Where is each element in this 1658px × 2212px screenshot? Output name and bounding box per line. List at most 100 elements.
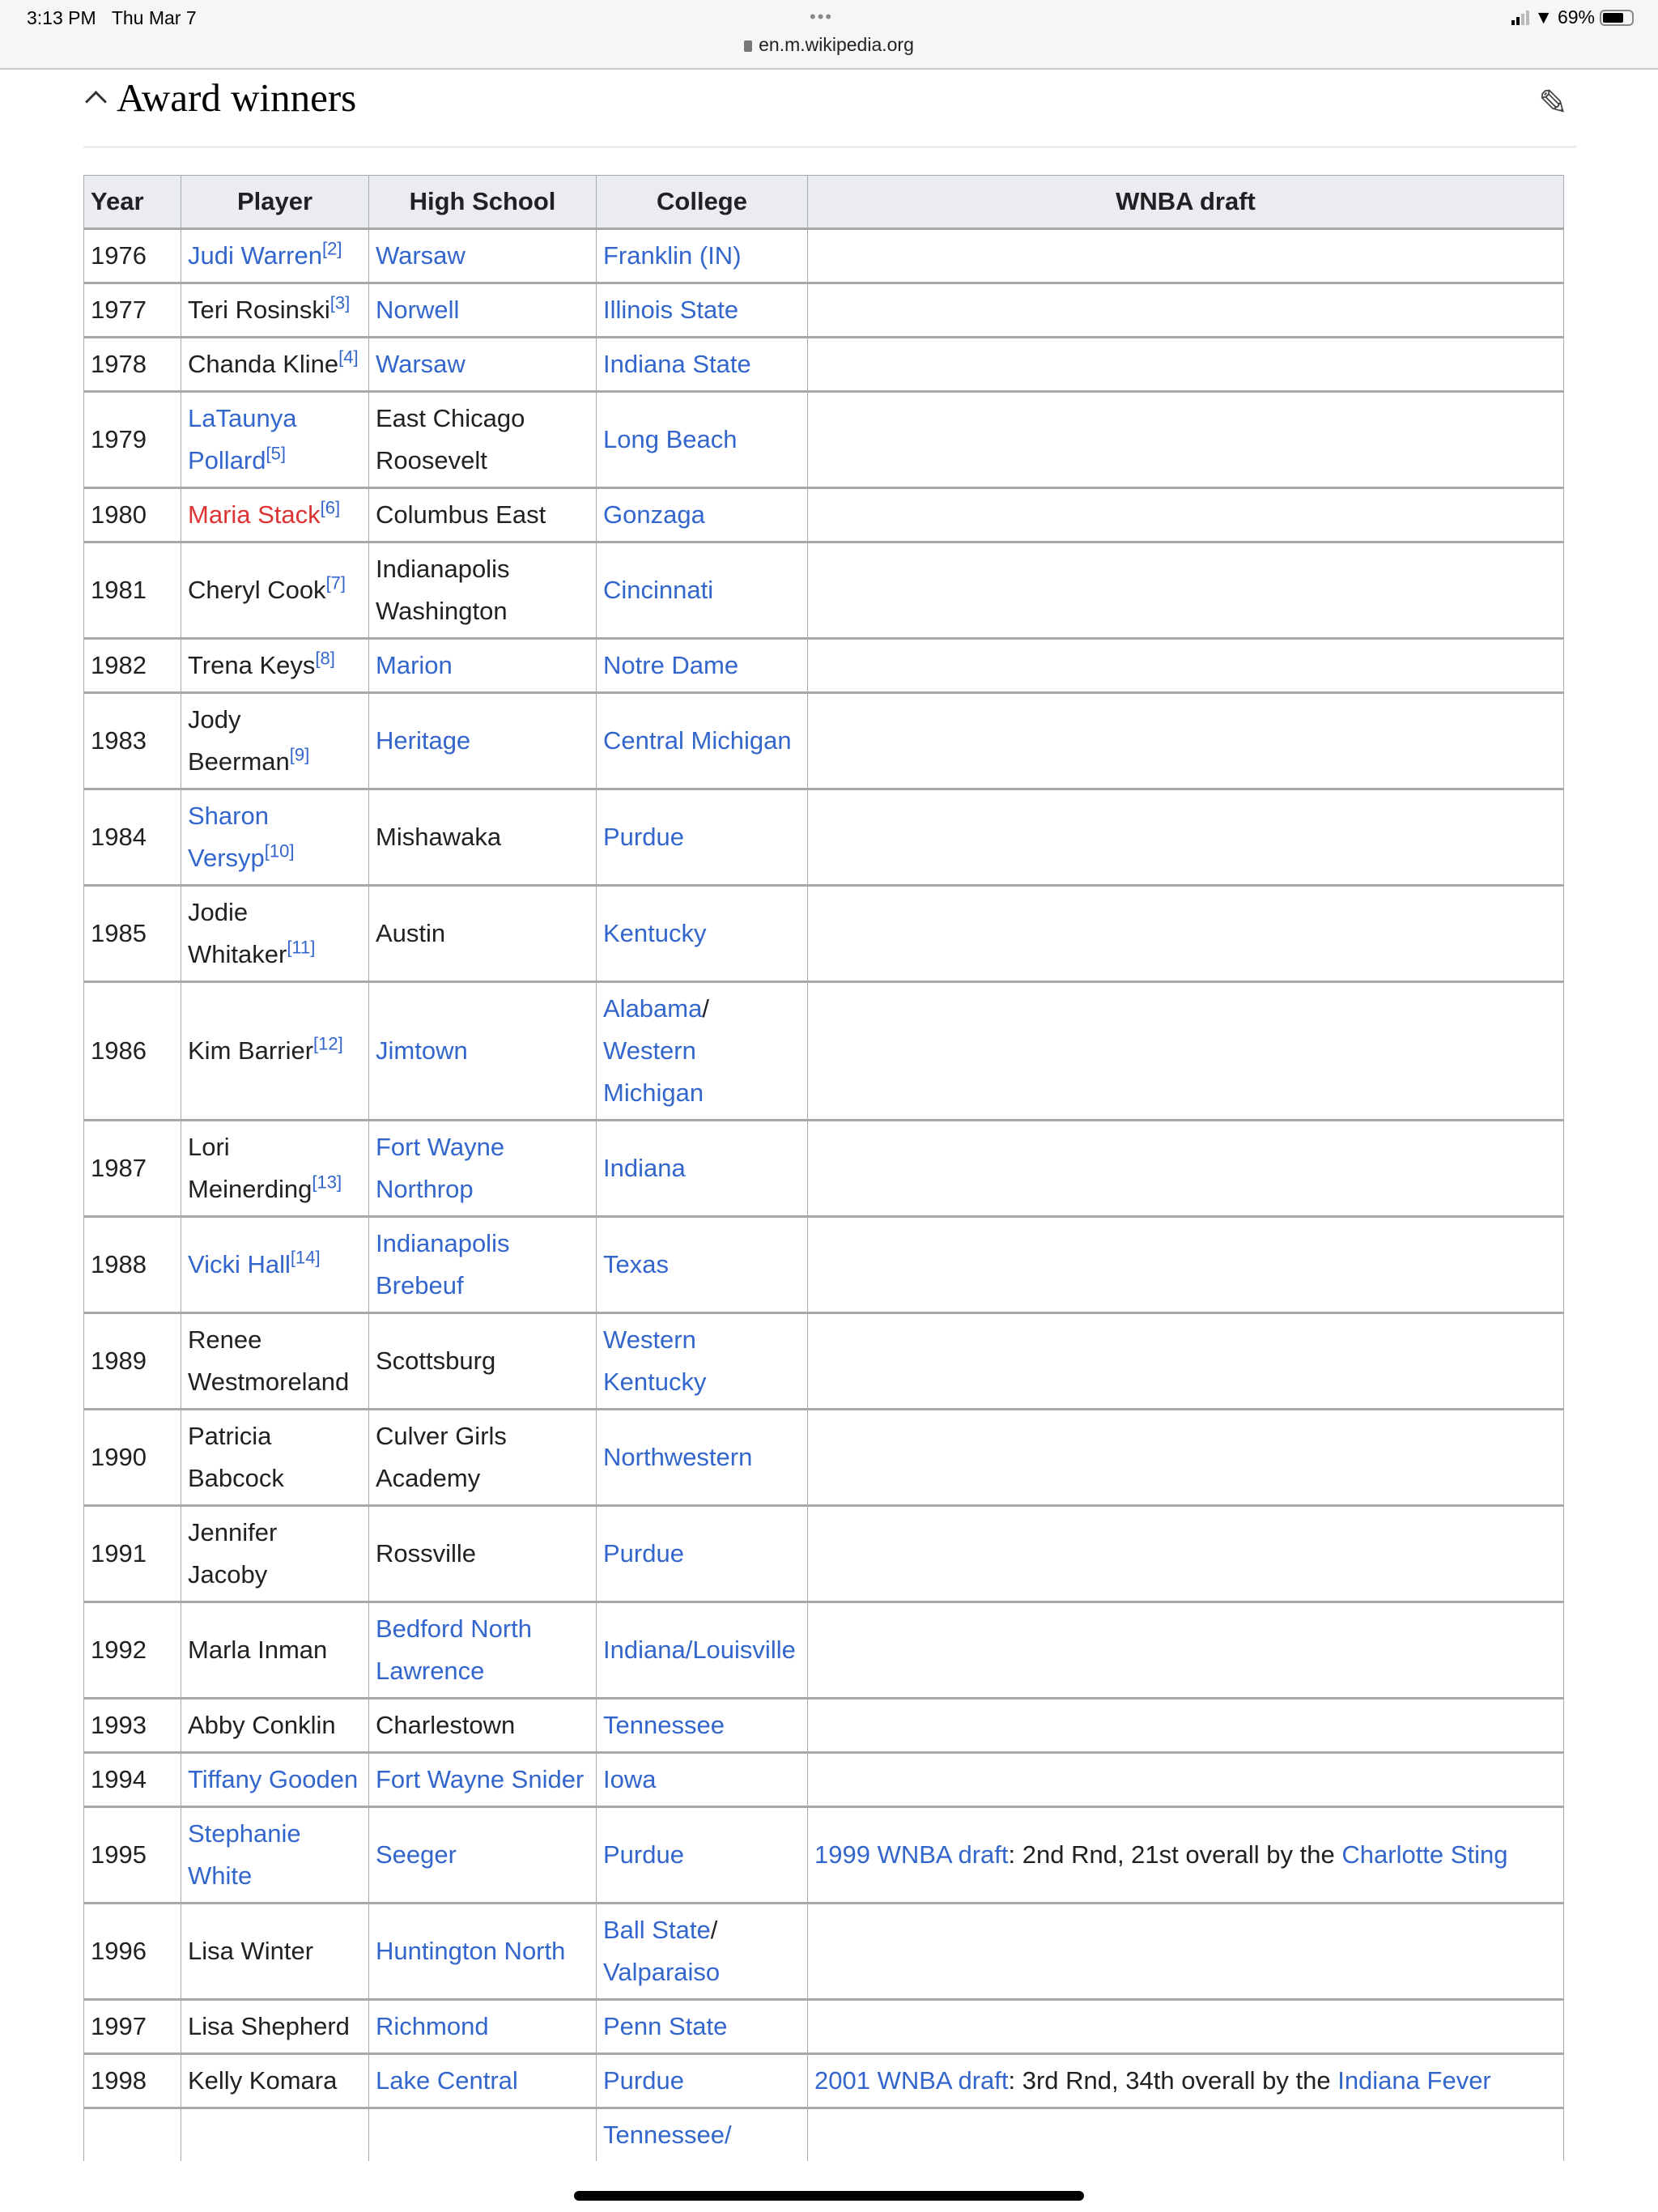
college-cell: Purdue <box>596 2052 808 2108</box>
wnba-draft-cell: 1999 WNBA draft: 2nd Rnd, 21st overall b… <box>807 1806 1564 1904</box>
wiki-link[interactable]: LaTaunya Pollard <box>188 404 297 474</box>
cell-text: Charlestown <box>376 1711 516 1739</box>
wiki-link[interactable]: Sharon Versyp <box>188 802 269 872</box>
chevron-up-icon[interactable] <box>85 91 107 113</box>
college-cell: Texas <box>596 1215 808 1313</box>
high-school-cell: Bedford North Lawrence <box>368 1601 597 1699</box>
more-dots-icon[interactable]: ••• <box>810 6 834 27</box>
wiki-link[interactable]: Seeger <box>376 1840 457 1869</box>
wiki-link[interactable]: 1999 WNBA draft <box>814 1840 1009 1869</box>
reference-link[interactable]: [13] <box>312 1172 342 1193</box>
wiki-link[interactable]: Alabama <box>603 994 703 1023</box>
wiki-link[interactable]: Warsaw <box>376 350 466 378</box>
wiki-link[interactable]: Cincinnati <box>603 576 714 604</box>
wiki-link[interactable]: Notre Dame <box>603 651 739 679</box>
wiki-link[interactable]: Purdue <box>603 823 684 851</box>
wiki-link[interactable]: Iowa <box>603 1765 657 1793</box>
wiki-link[interactable]: Indiana State <box>603 350 751 378</box>
wiki-link[interactable]: Tiffany Gooden <box>188 1765 359 1793</box>
wiki-link[interactable]: Western Michigan <box>603 1036 704 1107</box>
table-row: 1978 Chanda Kline[4] Warsaw Indiana State <box>83 336 1564 392</box>
wiki-link[interactable]: Fort Wayne Snider <box>376 1765 585 1793</box>
wiki-link[interactable]: Indiana Fever <box>1337 2066 1491 2095</box>
wiki-link[interactable]: Texas <box>603 1250 669 1278</box>
wiki-link[interactable]: Kentucky <box>603 919 707 947</box>
cell-text: Kim Barrier <box>188 1036 314 1065</box>
wiki-link[interactable]: Illinois State <box>603 296 739 324</box>
reference-link[interactable]: [12] <box>313 1033 343 1054</box>
wiki-link[interactable]: Indiana <box>603 1154 686 1182</box>
wiki-link[interactable]: Bedford North Lawrence <box>376 1614 532 1685</box>
wnba-draft-cell <box>807 228 1564 283</box>
wiki-link[interactable]: Central Michigan <box>603 726 792 755</box>
high-school-cell: Fort Wayne Snider <box>368 1751 597 1807</box>
high-school-cell: Lake Central <box>368 2052 597 2108</box>
pencil-icon[interactable]: ✎ <box>1538 83 1568 123</box>
section-heading[interactable]: Award winners <box>83 74 356 121</box>
wiki-link[interactable]: Western Kentucky <box>603 1325 707 1396</box>
wiki-link[interactable]: Heritage <box>376 726 471 755</box>
header-wnba-draft[interactable]: WNBA draft <box>807 175 1564 229</box>
reference-link[interactable]: [7] <box>325 572 346 593</box>
header-player[interactable]: Player <box>181 175 369 229</box>
table-row: 1984 Sharon Versyp[10] Mishawaka Purdue <box>83 788 1564 886</box>
header-college[interactable]: College <box>596 175 808 229</box>
wiki-link[interactable]: Valparaiso <box>603 1958 721 1986</box>
high-school-cell: Marion <box>368 637 597 693</box>
wiki-link[interactable]: Judi Warren <box>188 241 322 270</box>
reference-link[interactable]: [4] <box>338 347 359 368</box>
wnba-draft-cell <box>807 1119 1564 1217</box>
reference-link[interactable]: [2] <box>321 238 342 259</box>
reference-link[interactable]: [3] <box>329 292 351 313</box>
reference-link[interactable]: [9] <box>289 744 310 765</box>
wiki-link[interactable]: Long Beach <box>603 425 738 453</box>
wiki-link[interactable]: Norwell <box>376 296 460 324</box>
cell-text: Austin <box>376 919 446 947</box>
player-cell: Patricia Babcock <box>181 1408 369 1506</box>
wiki-link[interactable]: 2001 WNBA draft <box>814 2066 1009 2095</box>
wiki-link[interactable]: Indianapolis Brebeuf <box>376 1229 510 1300</box>
player-cell: Tiffany Gooden <box>181 1751 369 1807</box>
header-year[interactable]: Year <box>83 175 181 229</box>
reference-link[interactable]: [5] <box>266 443 286 464</box>
year-cell: 1992 <box>83 1601 181 1699</box>
reference-link[interactable]: [11] <box>287 937 316 958</box>
wiki-link[interactable]: Indiana/Louisville <box>603 1636 796 1664</box>
address-bar[interactable]: en.m.wikipedia.org <box>0 34 1658 56</box>
reference-link[interactable]: [10] <box>264 840 295 861</box>
wiki-link[interactable]: Northwestern <box>603 1443 753 1471</box>
wiki-link[interactable]: Huntington North <box>376 1937 566 1965</box>
wiki-link[interactable]: Gonzaga <box>603 500 705 529</box>
wiki-link[interactable]: Warsaw <box>376 241 466 270</box>
wiki-link[interactable]: Lake Central <box>376 2066 518 2095</box>
high-school-cell: Huntington North <box>368 1902 597 2000</box>
wiki-link[interactable]: Fort Wayne Northrop <box>376 1133 505 1203</box>
section-divider <box>83 146 1576 148</box>
year-cell: 1994 <box>83 1751 181 1807</box>
home-indicator[interactable] <box>574 2191 1084 2201</box>
header-high-school[interactable]: High School <box>368 175 597 229</box>
reference-link[interactable]: [6] <box>320 497 341 518</box>
player-cell: Cheryl Cook[7] <box>181 541 369 639</box>
wiki-link[interactable]: Richmond <box>376 2012 489 2040</box>
wiki-link[interactable]: Marion <box>376 651 453 679</box>
wiki-link[interactable]: Tennessee/ <box>603 2121 732 2149</box>
table-row: 1981 Cheryl Cook[7] Indianapolis Washingto… <box>83 541 1564 639</box>
wiki-link[interactable]: Penn State <box>603 2012 728 2040</box>
wiki-link[interactable]: Purdue <box>603 1539 684 1568</box>
wiki-link[interactable]: Purdue <box>603 2066 684 2095</box>
wiki-link[interactable]: Ball State <box>603 1916 711 1944</box>
wiki-link[interactable]: Stephanie White <box>188 1819 301 1890</box>
wiki-link[interactable]: Charlotte Sting <box>1341 1840 1508 1869</box>
table-row: 1994 Tiffany Gooden Fort Wayne Snider Iowa <box>83 1751 1564 1807</box>
redlink[interactable]: Maria Stack <box>188 500 321 529</box>
wiki-link[interactable]: Franklin (IN) <box>603 241 742 270</box>
reference-link[interactable]: [8] <box>315 648 335 669</box>
wiki-link[interactable]: Tennessee <box>603 1711 725 1739</box>
reference-link[interactable]: [14] <box>290 1247 321 1268</box>
wnba-draft-cell <box>807 1312 1564 1410</box>
high-school-cell: Austin <box>368 884 597 982</box>
wiki-link[interactable]: Vicki Hall <box>188 1250 291 1278</box>
wiki-link[interactable]: Jimtown <box>376 1036 468 1065</box>
wiki-link[interactable]: Purdue <box>603 1840 684 1869</box>
